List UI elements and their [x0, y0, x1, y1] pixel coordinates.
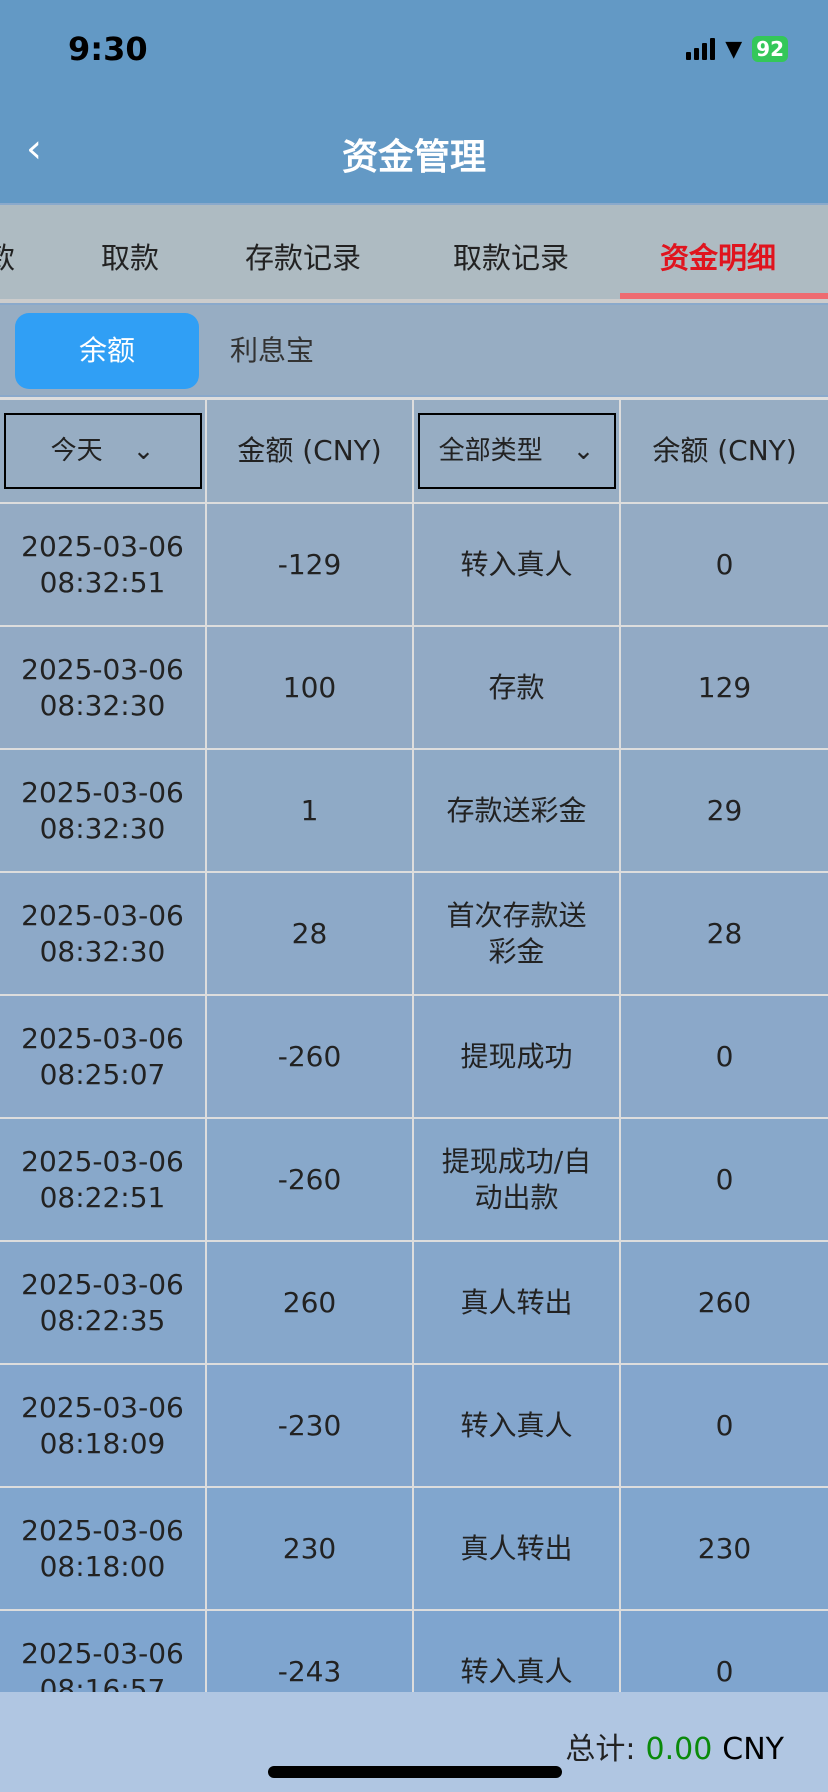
cell-time: 2025-03-06 08:32:30 [0, 750, 207, 871]
battery-icon: 92 [752, 36, 788, 62]
type-filter-value: 全部类型 [438, 436, 543, 466]
tab-withdraw[interactable]: 取款 [101, 241, 160, 275]
chevron-down-icon: ⌄ [132, 436, 155, 466]
total-label: 总计: [565, 1732, 636, 1767]
total-value: 0.00 [645, 1732, 713, 1767]
table-row: 2025-03-06 08:22:35 260 真人转出 260 [0, 1242, 828, 1365]
main-tabs: 款 取款 存款记录 取款记录 资金明细 [0, 205, 828, 303]
cell-balance: 0 [715, 547, 734, 581]
cell-balance: 28 [706, 916, 743, 950]
cell-time: 2025-03-06 08:32:51 [0, 504, 207, 625]
fund-table: 今天 ⌄ 金额 (CNY) 全部类型 ⌄ 余额 (CNY) 2025-03-06 0… [0, 397, 828, 1734]
table-row: 2025-03-06 08:25:07 -260 提现成功 0 [0, 996, 828, 1119]
type-filter-select[interactable]: 全部类型 ⌄ [417, 413, 616, 489]
cell-balance: 0 [715, 1408, 734, 1442]
cell-amount: 260 [207, 1242, 414, 1363]
back-button[interactable]: ‹ [26, 126, 42, 172]
date-filter-select[interactable]: 今天 ⌄ [3, 413, 202, 489]
table-row: 2025-03-06 08:32:30 1 存款送彩金 29 [0, 750, 828, 873]
cell-amount: -129 [207, 504, 414, 625]
page-title: 资金管理 [341, 137, 486, 178]
table-row: 2025-03-06 08:22:51 -260 提现成功/自动出款 0 [0, 1119, 828, 1242]
chevron-down-icon: ⌄ [572, 436, 595, 466]
cell-type: 真人转出 [414, 1242, 621, 1363]
balance-header: 余额 (CNY) [652, 434, 797, 467]
active-tab-indicator [620, 293, 828, 299]
cell-balance: 0 [715, 1039, 734, 1073]
tab-withdraw-records[interactable]: 取款记录 [453, 241, 570, 275]
cell-balance: 29 [706, 793, 743, 827]
status-time: 9:30 [68, 30, 148, 68]
cell-balance: 129 [697, 670, 752, 704]
cell-amount: -230 [207, 1365, 414, 1486]
date-filter-value: 今天 [50, 436, 103, 466]
subtab-interest[interactable]: 利息宝 [230, 334, 315, 367]
amount-header: 金额 (CNY) [207, 400, 414, 502]
cell-type: 首次存款送彩金 [414, 873, 621, 994]
cell-type: 提现成功/自动出款 [414, 1119, 621, 1240]
cell-amount: 230 [207, 1488, 414, 1609]
cell-balance: 0 [715, 1162, 734, 1196]
sub-tabs: 余额 利息宝 [0, 305, 828, 395]
table-row: 2025-03-06 08:18:09 -230 转入真人 0 [0, 1365, 828, 1488]
tab-deposit[interactable]: 款 [0, 241, 16, 275]
cell-balance: 260 [697, 1285, 752, 1319]
cell-amount: 28 [207, 873, 414, 994]
table-row: 2025-03-06 08:32:30 100 存款 129 [0, 627, 828, 750]
tab-fund-details[interactable]: 资金明细 [660, 241, 777, 275]
table-row: 2025-03-06 08:18:00 230 真人转出 230 [0, 1488, 828, 1611]
cell-amount: 100 [207, 627, 414, 748]
cell-time: 2025-03-06 08:18:09 [0, 1365, 207, 1486]
cell-type: 提现成功 [414, 996, 621, 1117]
cell-amount: -243 [207, 1611, 414, 1732]
cell-type: 存款 [414, 627, 621, 748]
table-row: 2025-03-06 08:32:30 28 首次存款送彩金 28 [0, 873, 828, 996]
home-indicator [268, 1766, 562, 1778]
signal-icon [686, 38, 716, 60]
tab-deposit-records[interactable]: 存款记录 [245, 241, 362, 275]
cell-amount: -260 [207, 996, 414, 1117]
cell-type: 存款送彩金 [414, 750, 621, 871]
cell-type: 转入真人 [414, 1611, 621, 1732]
subtab-balance[interactable]: 余额 [15, 313, 199, 389]
cell-balance: 0 [715, 1654, 734, 1688]
table-header: 今天 ⌄ 金额 (CNY) 全部类型 ⌄ 余额 (CNY) [0, 400, 828, 504]
nav-header: 9:30 ▼ 92 ‹ 资金管理 [0, 0, 828, 203]
cell-time: 2025-03-06 08:32:30 [0, 627, 207, 748]
cell-time: 2025-03-06 08:22:51 [0, 1119, 207, 1240]
table-row: 2025-03-06 08:32:51 -129 转入真人 0 [0, 504, 828, 627]
cell-time: 2025-03-06 08:25:07 [0, 996, 207, 1117]
cell-amount: -260 [207, 1119, 414, 1240]
cell-balance: 230 [697, 1531, 752, 1565]
cell-type: 真人转出 [414, 1488, 621, 1609]
cell-type: 转入真人 [414, 1365, 621, 1486]
total-currency: CNY [722, 1732, 784, 1767]
status-icons: ▼ 92 [686, 36, 788, 62]
wifi-icon: ▼ [725, 36, 743, 62]
cell-time: 2025-03-06 08:22:35 [0, 1242, 207, 1363]
total-summary: 总计: 0.00 CNY [565, 1724, 784, 1768]
cell-time: 2025-03-06 08:18:00 [0, 1488, 207, 1609]
cell-type: 转入真人 [414, 504, 621, 625]
cell-time: 2025-03-06 08:32:30 [0, 873, 207, 994]
cell-amount: 1 [207, 750, 414, 871]
